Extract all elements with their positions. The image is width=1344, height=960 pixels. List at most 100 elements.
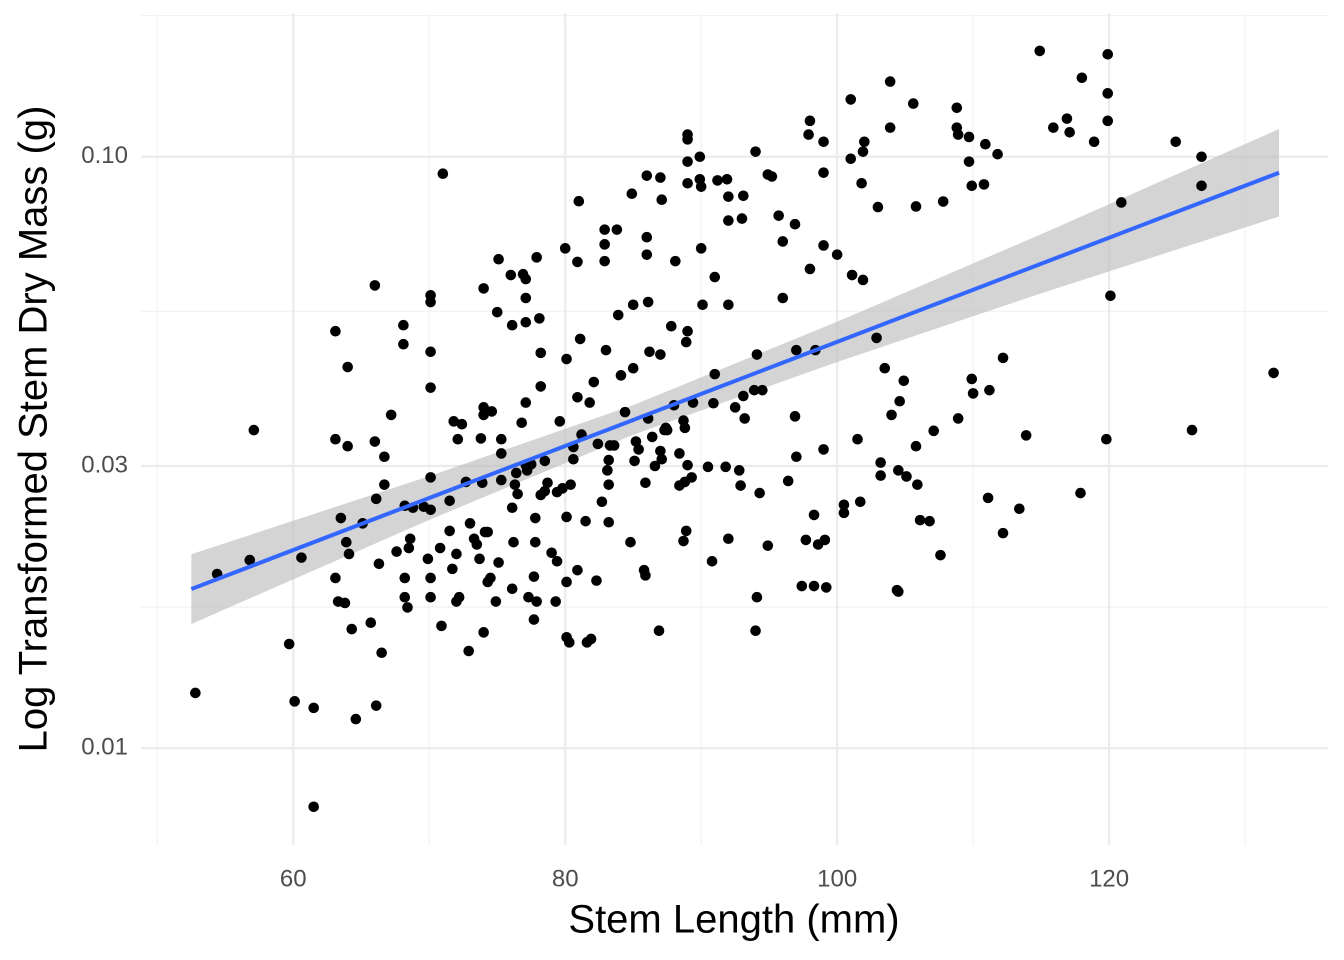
labels-layer: 60 80 100 120 0.10 0.03 0.01: [81, 142, 1129, 892]
confidence-band: [191, 129, 1280, 624]
point: [561, 576, 572, 588]
point: [523, 591, 534, 603]
point: [852, 433, 863, 445]
point: [603, 516, 615, 528]
y-tick-label: 0.01: [81, 734, 128, 761]
point: [738, 190, 749, 202]
point: [912, 479, 923, 490]
point: [884, 76, 896, 87]
point: [1116, 197, 1127, 208]
point: [808, 509, 820, 521]
point: [1064, 126, 1075, 138]
point: [599, 224, 610, 235]
fit-line: [190, 170, 1280, 591]
point: [369, 436, 381, 447]
point: [928, 425, 939, 437]
point: [886, 409, 897, 421]
point: [674, 448, 685, 459]
point: [750, 625, 761, 636]
point: [588, 376, 600, 388]
x-tick-label: 60: [280, 865, 307, 892]
point: [436, 620, 447, 632]
point: [506, 502, 518, 514]
point: [736, 213, 748, 224]
point: [997, 527, 1009, 539]
point: [907, 98, 919, 109]
point: [629, 455, 640, 467]
point: [506, 319, 518, 331]
point: [530, 512, 541, 524]
point: [845, 153, 857, 165]
point: [777, 236, 789, 247]
point: [706, 556, 718, 567]
point: [422, 553, 434, 565]
point: [474, 553, 485, 565]
point: [627, 299, 639, 311]
point: [857, 274, 869, 286]
point: [884, 122, 896, 133]
point: [831, 249, 843, 260]
point: [611, 224, 623, 235]
point: [425, 472, 436, 483]
point: [520, 273, 532, 285]
point: [568, 453, 579, 465]
point: [505, 269, 517, 281]
point: [952, 413, 964, 424]
point: [554, 416, 566, 427]
point: [1061, 113, 1073, 124]
point: [574, 333, 586, 345]
point: [695, 243, 707, 254]
point: [535, 347, 547, 359]
point: [342, 440, 353, 452]
point: [456, 418, 468, 430]
point: [871, 332, 882, 344]
point: [665, 320, 677, 332]
point: [1170, 136, 1182, 148]
point: [680, 525, 692, 537]
point: [845, 94, 857, 105]
point: [640, 570, 651, 581]
point: [391, 546, 402, 557]
point: [856, 177, 867, 189]
point: [561, 353, 572, 365]
point: [478, 409, 489, 421]
point: [800, 534, 812, 546]
point: [1102, 88, 1114, 99]
point: [709, 368, 721, 380]
point: [773, 210, 784, 221]
point: [782, 475, 794, 487]
point: [819, 534, 831, 546]
point: [625, 536, 636, 548]
point: [584, 397, 595, 408]
point: [585, 633, 597, 645]
point: [485, 572, 496, 584]
point: [898, 375, 910, 387]
point: [626, 188, 638, 199]
point: [879, 362, 891, 374]
point: [531, 252, 542, 263]
point: [661, 424, 673, 436]
point: [425, 296, 436, 308]
point: [596, 496, 608, 508]
point: [350, 713, 362, 725]
point: [656, 453, 668, 465]
point: [679, 422, 691, 434]
point: [1020, 430, 1032, 441]
point: [535, 381, 547, 392]
point: [757, 384, 768, 396]
point: [452, 433, 464, 445]
point: [1102, 49, 1114, 60]
point: [478, 402, 489, 413]
point: [491, 306, 503, 318]
y-tick-label: 0.10: [81, 142, 128, 169]
point: [330, 572, 341, 584]
point: [559, 243, 571, 254]
point: [444, 495, 455, 507]
point: [528, 571, 540, 582]
y-tick-label: 0.03: [81, 451, 128, 478]
point: [695, 181, 707, 192]
x-tick-label: 120: [1089, 865, 1129, 892]
point: [471, 539, 483, 550]
point: [530, 536, 541, 548]
